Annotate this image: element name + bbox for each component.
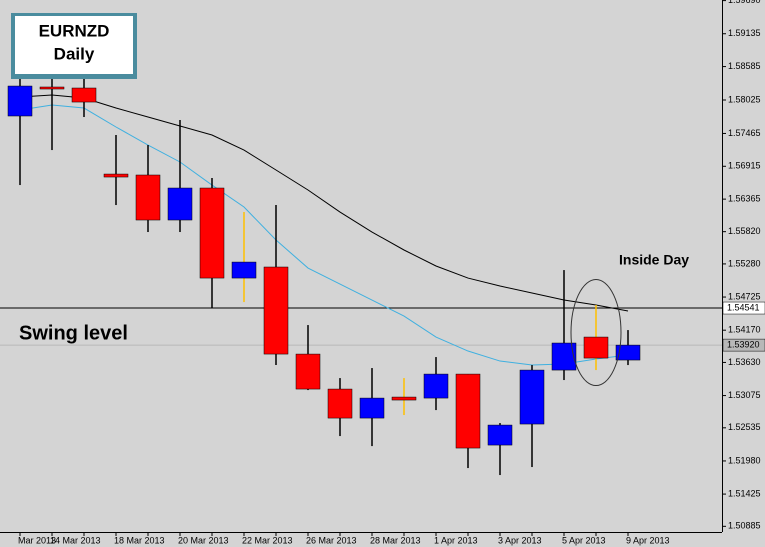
price-level-label: 1.54541 [727,302,760,312]
candle-body [391,396,417,401]
candle-body [199,187,225,279]
symbol-box-fill [15,16,133,74]
x-tick-label: 14 Mar 2013 [50,535,101,545]
y-tick-label: 1.53630 [728,357,761,367]
highlight-circle [570,279,622,387]
candle [71,76,97,118]
y-tick-label: 1.51980 [728,455,761,465]
candle-body [263,266,289,355]
candle [167,120,193,233]
candle-body [167,187,193,221]
y-tick-label: 1.59135 [728,28,761,38]
y-tick-label: 1.51425 [728,488,761,498]
candle [551,270,577,381]
price-level-label: 1.53920 [727,339,760,349]
candle-body [455,373,481,449]
candle-body [71,87,97,103]
price-level-box [722,301,765,315]
candle-body [551,342,577,371]
candle-body [295,353,321,390]
x-tick-label: 26 Mar 2013 [306,535,357,545]
candle-body [7,85,33,117]
candle [583,305,609,371]
candle-body [615,344,641,361]
y-tick-label: 1.58585 [728,61,761,71]
candle-body [231,261,257,279]
candle [455,373,481,469]
candle [135,145,161,233]
y-tick-label: 1.58025 [728,94,761,104]
candle-body [487,424,513,446]
moving-average [19,94,629,312]
y-tick-label: 1.54170 [728,325,761,335]
symbol-title: EURNZD [39,21,110,40]
candle-body [327,388,353,419]
candle-body [359,397,385,419]
x-tick-label: 28 Mar 2013 [370,535,421,545]
y-tick-label: 1.56365 [728,194,761,204]
timeframe: Daily [54,44,95,63]
x-tick-label: Mar 2013 [18,535,56,545]
candle [615,330,641,366]
y-tick-label: 1.53075 [728,390,761,400]
y-tick-label: 1.54725 [728,291,761,301]
candle [199,178,225,309]
candle [327,378,353,437]
plot-area [0,76,722,476]
y-tick-label: 1.57465 [728,128,761,138]
candle [359,368,385,447]
price-level-box [722,338,765,352]
candle [263,205,289,366]
annotation: Inside Day [619,252,689,268]
candle [391,378,417,416]
candle [487,423,513,476]
y-tick-label: 1.52535 [728,422,761,432]
moving-average [19,104,629,366]
candle-body [519,369,545,425]
candle [7,78,33,186]
candle [103,135,129,206]
y-tick-label: 1.55820 [728,226,761,236]
y-tick-label: 1.56915 [728,161,761,171]
y-tick-label: 1.59690 [728,0,761,5]
candle [519,365,545,468]
annotation: Swing level [19,323,128,345]
candle [39,76,65,151]
y-tick-label: 1.55280 [728,258,761,268]
x-tick-label: 1 Apr 2013 [434,535,478,545]
x-tick-label: 5 Apr 2013 [562,535,606,545]
candle [295,325,321,391]
x-tick-label: 20 Mar 2013 [178,535,229,545]
x-tick-label: 18 Mar 2013 [114,535,165,545]
symbol-box: EURNZD Daily [11,13,137,79]
candle-body [103,173,129,178]
x-tick-label: 9 Apr 2013 [626,535,670,545]
x-tick-label: 3 Apr 2013 [498,535,542,545]
x-tick-label: 22 Mar 2013 [242,535,293,545]
candle-body [423,373,449,399]
candle-body [583,336,609,359]
candle [231,212,257,303]
y-tick-label: 1.50885 [728,521,761,531]
candle [423,357,449,411]
candle-body [135,174,161,221]
candle-body [39,86,65,90]
